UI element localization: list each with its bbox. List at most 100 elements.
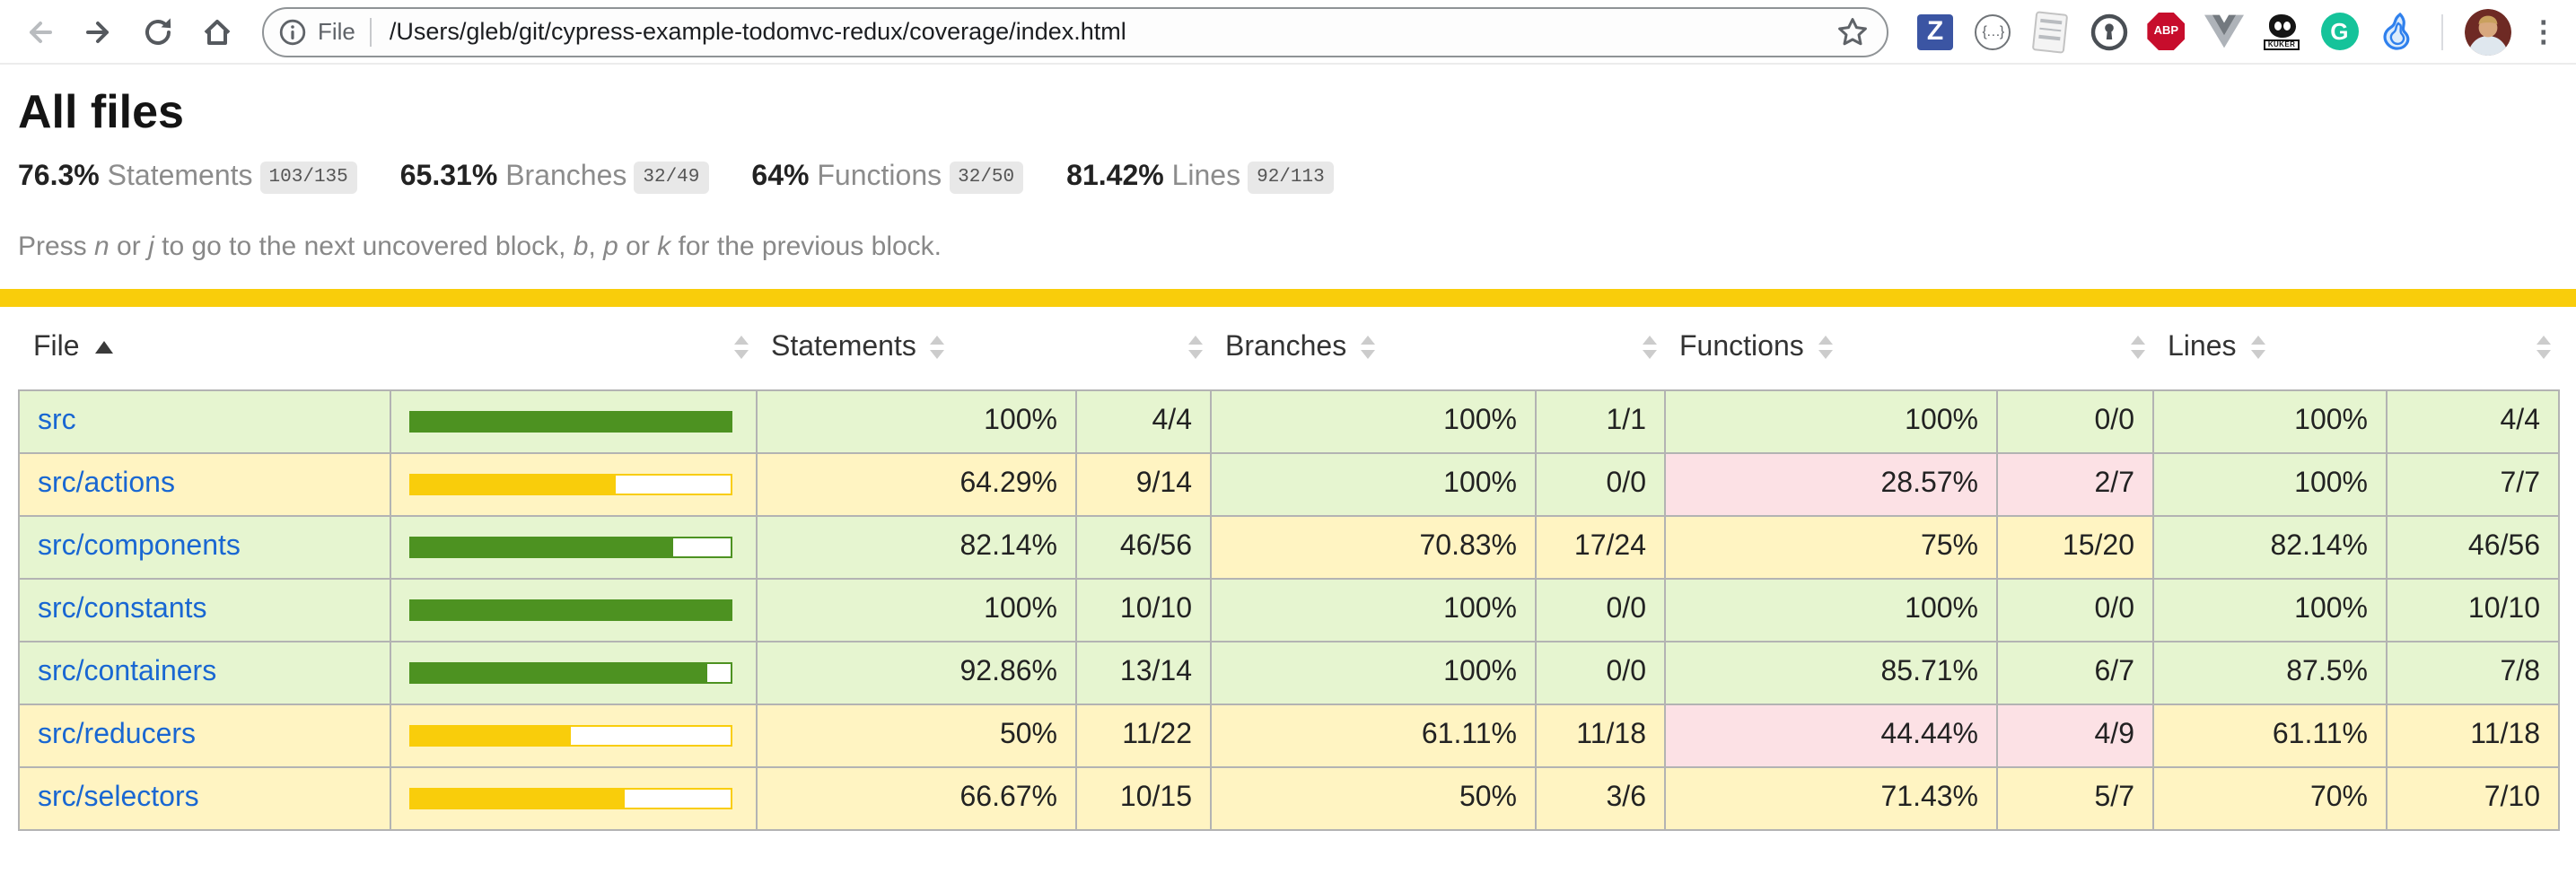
metric-statements: 76.3% Statements103/135 xyxy=(18,162,357,194)
column-header-statements[interactable]: Statements xyxy=(757,307,1076,390)
functions-fraction-cell: 2/7 xyxy=(1997,453,2153,516)
functions-percent-cell: 100% xyxy=(1665,579,1997,642)
column-header-statements-fraction[interactable] xyxy=(1076,307,1211,390)
column-header-lines-fraction[interactable] xyxy=(2387,307,2559,390)
chart-cell xyxy=(390,516,757,579)
profile-avatar[interactable] xyxy=(2464,8,2510,55)
branches-percent-cell: 100% xyxy=(1211,390,1536,453)
sort-icon xyxy=(1818,336,1835,359)
coverage-bar xyxy=(409,474,732,495)
file-link[interactable]: src/components xyxy=(38,531,241,562)
address-bar[interactable]: File /Users/gleb/git/cypress-example-tod… xyxy=(262,6,1888,57)
adblock-plus-extension-icon[interactable]: ABP xyxy=(2144,10,2187,53)
file-link[interactable]: src/reducers xyxy=(38,720,196,750)
sort-icon xyxy=(931,336,947,359)
functions-fraction-cell: 5/7 xyxy=(1997,767,2153,830)
file-link[interactable]: src/containers xyxy=(38,657,216,687)
sort-icon xyxy=(733,336,749,359)
home-button[interactable] xyxy=(192,6,242,57)
lines-percent-cell: 100% xyxy=(2153,390,2387,453)
file-cell: src xyxy=(19,390,390,453)
lines-fraction-cell: 10/10 xyxy=(2387,579,2559,642)
url-text[interactable]: /Users/gleb/git/cypress-example-todomvc-… xyxy=(390,18,1836,45)
file-link[interactable]: src xyxy=(38,406,76,436)
browser-menu-icon[interactable]: ⋮ xyxy=(2526,13,2562,49)
file-link[interactable]: src/selectors xyxy=(38,782,199,813)
statements-fraction-cell: 10/15 xyxy=(1076,767,1211,830)
forward-button[interactable] xyxy=(74,6,124,57)
file-link[interactable]: src/constants xyxy=(38,594,207,625)
table-row: src/actions64.29%9/14100%0/028.57%2/7100… xyxy=(19,453,2559,516)
branches-percent-cell: 100% xyxy=(1211,453,1536,516)
branches-percent-cell: 50% xyxy=(1211,767,1536,830)
scroll-extension-icon[interactable] xyxy=(2029,10,2072,53)
coverage-bar xyxy=(409,662,732,684)
coverage-bar xyxy=(409,537,732,558)
chart-cell xyxy=(390,390,757,453)
vue-devtools-extension-icon[interactable] xyxy=(2203,10,2246,53)
functions-fraction-cell: 4/9 xyxy=(1997,704,2153,767)
statements-percent-cell: 100% xyxy=(757,579,1076,642)
metric-functions: 64% Functions32/50 xyxy=(751,162,1023,194)
statements-fraction-cell: 11/22 xyxy=(1076,704,1211,767)
functions-percent-cell: 75% xyxy=(1665,516,1997,579)
statements-percent-cell: 64.29% xyxy=(757,453,1076,516)
column-header-file[interactable]: File xyxy=(19,307,390,390)
table-row: src/containers92.86%13/14100%0/085.71%6/… xyxy=(19,642,2559,704)
statements-percent-cell: 50% xyxy=(757,704,1076,767)
back-button[interactable] xyxy=(14,6,65,57)
functions-percent-cell: 28.57% xyxy=(1665,453,1997,516)
summary-metrics: 76.3% Statements103/13565.31% Branches32… xyxy=(18,162,2558,194)
column-header-branches-fraction[interactable] xyxy=(1536,307,1665,390)
coverage-table: File Statements Branches Functions Lines… xyxy=(18,307,2560,831)
table-header-row: File Statements Branches Functions Lines xyxy=(19,307,2559,390)
functions-percent-cell: 85.71% xyxy=(1665,642,1997,704)
statements-fraction-cell: 4/4 xyxy=(1076,390,1211,453)
reload-button[interactable] xyxy=(133,6,183,57)
coverage-bar xyxy=(409,725,732,747)
statements-fraction-cell: 46/56 xyxy=(1076,516,1211,579)
branches-percent-cell: 100% xyxy=(1211,579,1536,642)
branches-fraction-cell: 17/24 xyxy=(1536,516,1665,579)
lines-fraction-cell: 7/7 xyxy=(2387,453,2559,516)
statements-percent-cell: 100% xyxy=(757,390,1076,453)
extensions-row: Z {…} ABP KUKER G ⋮ xyxy=(1914,8,2562,55)
kuker-extension-icon[interactable]: KUKER xyxy=(2260,10,2303,53)
info-icon[interactable] xyxy=(278,17,307,46)
json-viewer-extension-icon[interactable]: {…} xyxy=(1971,10,2014,53)
lines-fraction-cell: 4/4 xyxy=(2387,390,2559,453)
column-header-chart[interactable] xyxy=(390,307,757,390)
statements-fraction-cell: 9/14 xyxy=(1076,453,1211,516)
back-icon xyxy=(23,15,56,48)
chart-cell xyxy=(390,453,757,516)
browser-toolbar: File /Users/gleb/git/cypress-example-tod… xyxy=(0,0,2576,65)
file-link[interactable]: src/actions xyxy=(38,468,175,499)
onepassword-extension-icon[interactable] xyxy=(2087,10,2130,53)
table-row: src/reducers50%11/2261.11%11/1844.44%4/9… xyxy=(19,704,2559,767)
column-header-functions[interactable]: Functions xyxy=(1665,307,1997,390)
metric-lines: 81.42% Lines92/113 xyxy=(1066,162,1334,194)
table-row: src/selectors66.67%10/1550%3/671.43%5/77… xyxy=(19,767,2559,830)
functions-fraction-cell: 6/7 xyxy=(1997,642,2153,704)
chart-cell xyxy=(390,579,757,642)
flame-extension-icon[interactable] xyxy=(2376,10,2419,53)
lines-percent-cell: 100% xyxy=(2153,579,2387,642)
page-title: All files xyxy=(18,84,2558,138)
lines-fraction-cell: 46/56 xyxy=(2387,516,2559,579)
table-row: src/constants100%10/10100%0/0100%0/0100%… xyxy=(19,579,2559,642)
url-scheme-label: File xyxy=(318,18,355,45)
zotero-extension-icon[interactable]: Z xyxy=(1914,10,1957,53)
sort-icon xyxy=(2251,336,2267,359)
column-header-branches[interactable]: Branches xyxy=(1211,307,1536,390)
sort-icon xyxy=(1361,336,1377,359)
bookmark-star-icon[interactable] xyxy=(1836,15,1869,48)
forward-icon xyxy=(83,15,115,48)
file-cell: src/selectors xyxy=(19,767,390,830)
file-cell: src/constants xyxy=(19,579,390,642)
grammarly-extension-icon[interactable]: G xyxy=(2318,10,2361,53)
keyboard-hint: Press n or j to go to the next uncovered… xyxy=(18,232,2558,264)
column-header-lines[interactable]: Lines xyxy=(2153,307,2387,390)
lines-fraction-cell: 11/18 xyxy=(2387,704,2559,767)
chart-cell xyxy=(390,642,757,704)
column-header-functions-fraction[interactable] xyxy=(1997,307,2153,390)
